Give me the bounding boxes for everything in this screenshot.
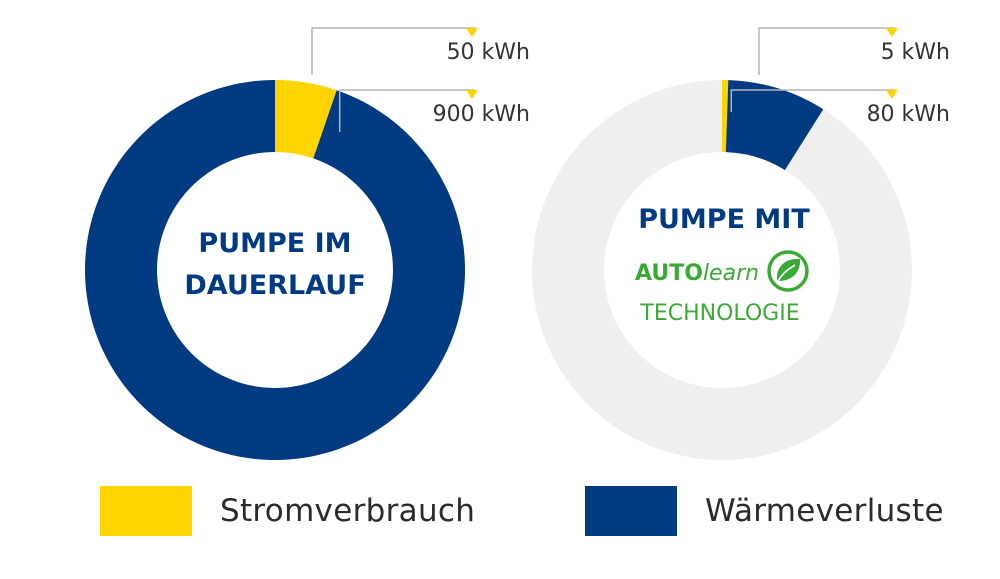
data-label-waerme-1: 900 kWh [433,102,530,127]
donut-chart-1: 50 kWh 900 kWh PUMPE IM DAUERLAUF [85,27,530,461]
legend-swatch-strom [100,486,192,536]
marker-triangle-strom-1 [466,28,478,37]
leaf-icon [767,250,809,292]
connector-line-waerme-2 [730,89,895,112]
legend-swatch-waerme [585,486,677,536]
marker-triangle-waerme-2 [886,90,898,99]
legend-item-strom: Stromverbrauch [100,486,475,536]
connector-line-strom-2 [758,27,895,75]
slice-waerme-1 [85,80,466,461]
data-label-strom-2: 5 kWh [881,40,950,65]
connector-line-strom-1 [311,27,475,75]
legend-item-waerme: Wärmeverluste [585,486,944,536]
donut-track-2 [532,80,912,460]
center-text-pumpe-mit: PUMPE MIT [638,204,810,235]
donut-chart-2: 5 kWh 80 kWh PUMPE MIT AUTOlearn TECHNOLOGIE [532,27,950,460]
slice-waerme-2 [725,80,824,171]
marker-triangle-waerme-1 [466,90,478,99]
legend-label-waerme: Wärmeverluste [705,493,944,529]
connector-line-waerme-1 [338,89,475,132]
autolearn-logo-text: AUTOlearn [635,261,759,286]
slice-strom-2 [722,80,729,153]
legend-label-strom: Stromverbrauch [220,493,476,529]
center-text-line-1: PUMPE IM [198,228,351,259]
technologie-text: TECHNOLOGIE [639,301,799,326]
data-label-strom-1: 50 kWh [447,40,530,65]
marker-triangle-strom-2 [886,28,898,37]
data-label-waerme-2: 80 kWh [867,102,950,127]
center-text-line-2: DAUERLAUF [184,270,365,301]
slice-strom-1 [275,80,337,159]
